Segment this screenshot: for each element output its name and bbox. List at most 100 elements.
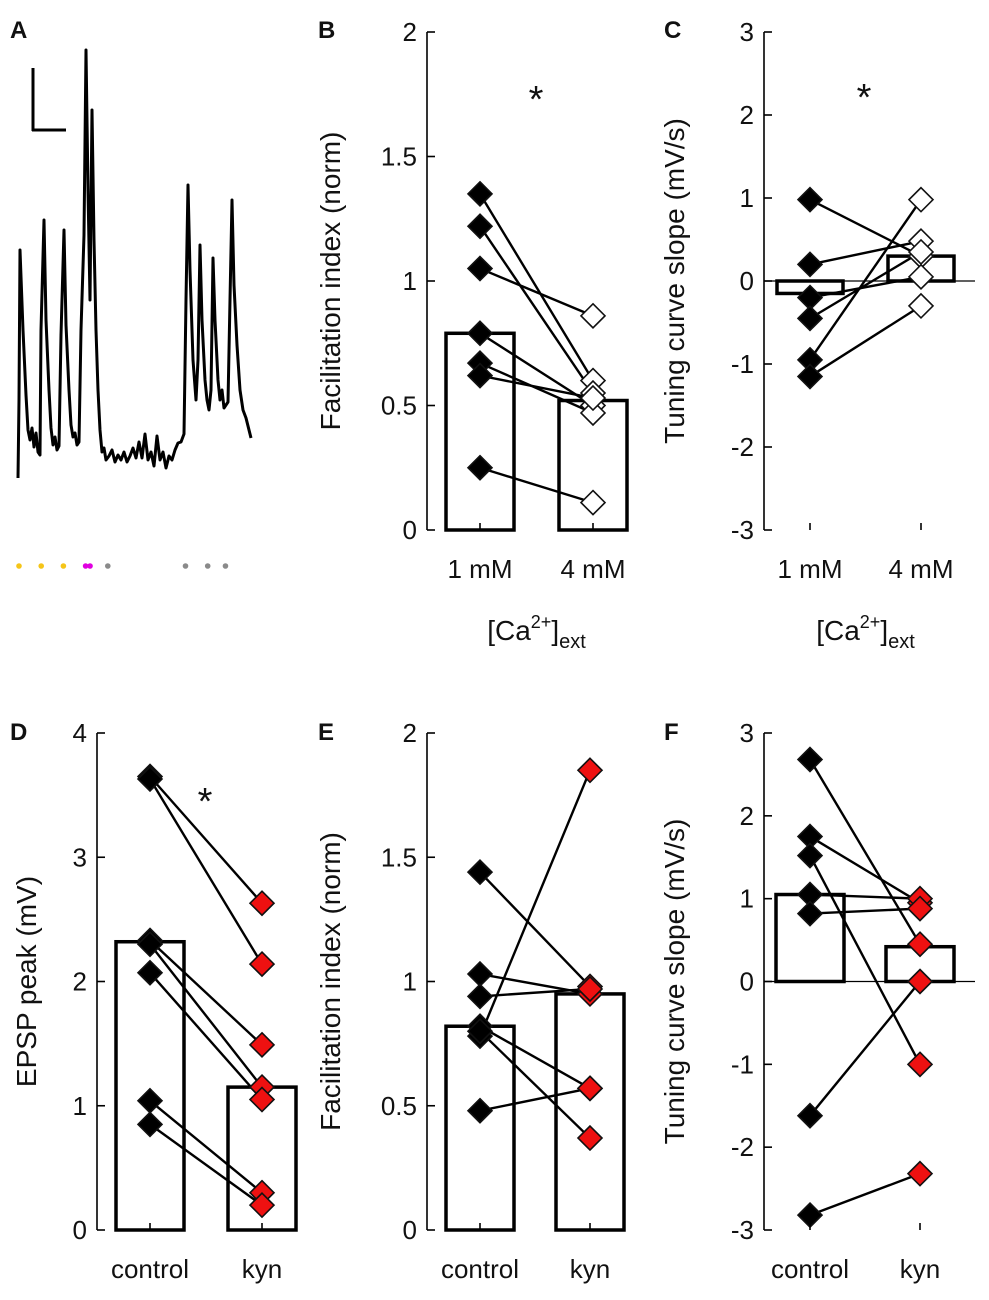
panel-b: B 0 0.5 1 1.5 2 1 mM 4 mM Facilitation index (no… (315, 17, 629, 653)
x-tick-label: kyn (570, 1254, 610, 1284)
stimulus-dot (182, 563, 189, 569)
pair-line (479, 466, 594, 504)
panel-label-c: C (664, 17, 681, 44)
y-tick-label: 2 (403, 17, 417, 47)
pair-line (809, 250, 922, 320)
data-point (466, 960, 494, 988)
y-tick-label: 2 (73, 967, 87, 997)
pair-line (809, 239, 922, 266)
data-point (796, 363, 824, 390)
pair-line (479, 871, 591, 988)
y-tick-label: 3 (740, 718, 754, 748)
data-point (796, 746, 824, 773)
data-point (907, 186, 935, 213)
data-point (576, 975, 604, 1003)
data-point (907, 263, 935, 290)
y-tick-label: 1.5 (381, 842, 417, 872)
panel-f: F -3 -2 -1 0 1 2 3 control kyn Tuning curve slope … (659, 718, 975, 1284)
y-tick-label: 1 (73, 1091, 87, 1121)
stimulus-dot (87, 563, 93, 569)
stimulus-dot (222, 563, 229, 569)
pair-line (809, 893, 921, 900)
bar-kyn (554, 992, 626, 1232)
y-axis-label: Facilitation index (norm) (315, 832, 346, 1131)
stimulus-dot (204, 563, 211, 569)
data-point (579, 302, 607, 329)
voltage-trace (16, 48, 253, 479)
pair-line (808, 758, 922, 945)
data-point (576, 1075, 604, 1102)
y-tick-label: 2 (403, 718, 417, 748)
pair-line (149, 972, 263, 1101)
data-point (248, 1192, 276, 1219)
y-tick-label: -2 (731, 432, 754, 462)
pair-line (809, 304, 922, 378)
panel-a: A (10, 17, 253, 569)
pair-line (479, 374, 594, 400)
x-tick-label: kyn (900, 1254, 940, 1284)
y-tick-label: 1 (740, 183, 754, 213)
pair-line (479, 1087, 591, 1112)
panel-label-a: A (10, 17, 27, 44)
data-point (466, 454, 494, 481)
pair-line (149, 1099, 263, 1194)
x-axis-label: [Ca2+]ext (487, 612, 586, 653)
pair-line (479, 1030, 591, 1139)
pair-line (148, 778, 264, 965)
y-tick-label: -1 (731, 349, 754, 379)
y-tick-label: 3 (73, 842, 87, 872)
pair-line (478, 769, 592, 1037)
data-point (576, 1124, 604, 1152)
y-tick-label: 4 (73, 718, 87, 748)
pair-line (479, 362, 594, 415)
pair-line (479, 225, 594, 394)
data-point (906, 968, 934, 995)
stimulus-dot (38, 563, 44, 569)
x-tick-label: 1 mM (778, 554, 843, 584)
stimulus-dot (16, 563, 22, 569)
data-point (576, 757, 604, 784)
data-point (796, 1102, 824, 1129)
data-point (796, 251, 824, 278)
scale-bar (31, 68, 66, 132)
pair-line (479, 1025, 591, 1090)
y-axis-label: EPSP peak (mV) (11, 876, 42, 1087)
x-tick-label: 4 mM (889, 554, 954, 584)
y-axis-label: Tuning curve slope (mV/s) (659, 819, 690, 1145)
pair-line (149, 775, 263, 905)
data-point (579, 489, 607, 516)
panel-label-b: B (318, 17, 335, 44)
data-point (466, 255, 494, 282)
y-axis-label: Tuning curve slope (mV/s) (659, 118, 690, 444)
data-point (906, 931, 934, 958)
stimulus-dots (16, 563, 229, 569)
stimulus-dot (60, 563, 67, 569)
y-tick-label: 2 (740, 801, 754, 831)
data-point (906, 895, 934, 922)
data-point (466, 362, 494, 389)
pair-line (809, 198, 922, 361)
pair-line (809, 275, 922, 299)
pair-line (809, 1172, 921, 1217)
pair-line (478, 193, 595, 382)
data-point (136, 959, 164, 986)
data-point (466, 213, 494, 240)
x-tick-label: 1 mM (448, 554, 513, 584)
x-tick-label: 4 mM (561, 554, 626, 584)
data-point (248, 890, 276, 917)
y-tick-label: 1 (403, 967, 417, 997)
data-point (796, 842, 824, 869)
y-tick-label: 0 (403, 515, 417, 545)
y-tick-label: 3 (740, 17, 754, 47)
x-axis-label: [Ca2+]ext (816, 612, 915, 653)
y-tick-label: -2 (731, 1132, 754, 1162)
data-point (796, 900, 824, 927)
pair-line (149, 943, 263, 1088)
data-point (579, 384, 607, 412)
y-tick-label: 1.5 (381, 142, 417, 172)
significance-marker: * (198, 781, 213, 823)
y-tick-label: 0 (73, 1215, 87, 1245)
data-point (906, 1051, 934, 1078)
x-tick-label: control (441, 1254, 519, 1284)
